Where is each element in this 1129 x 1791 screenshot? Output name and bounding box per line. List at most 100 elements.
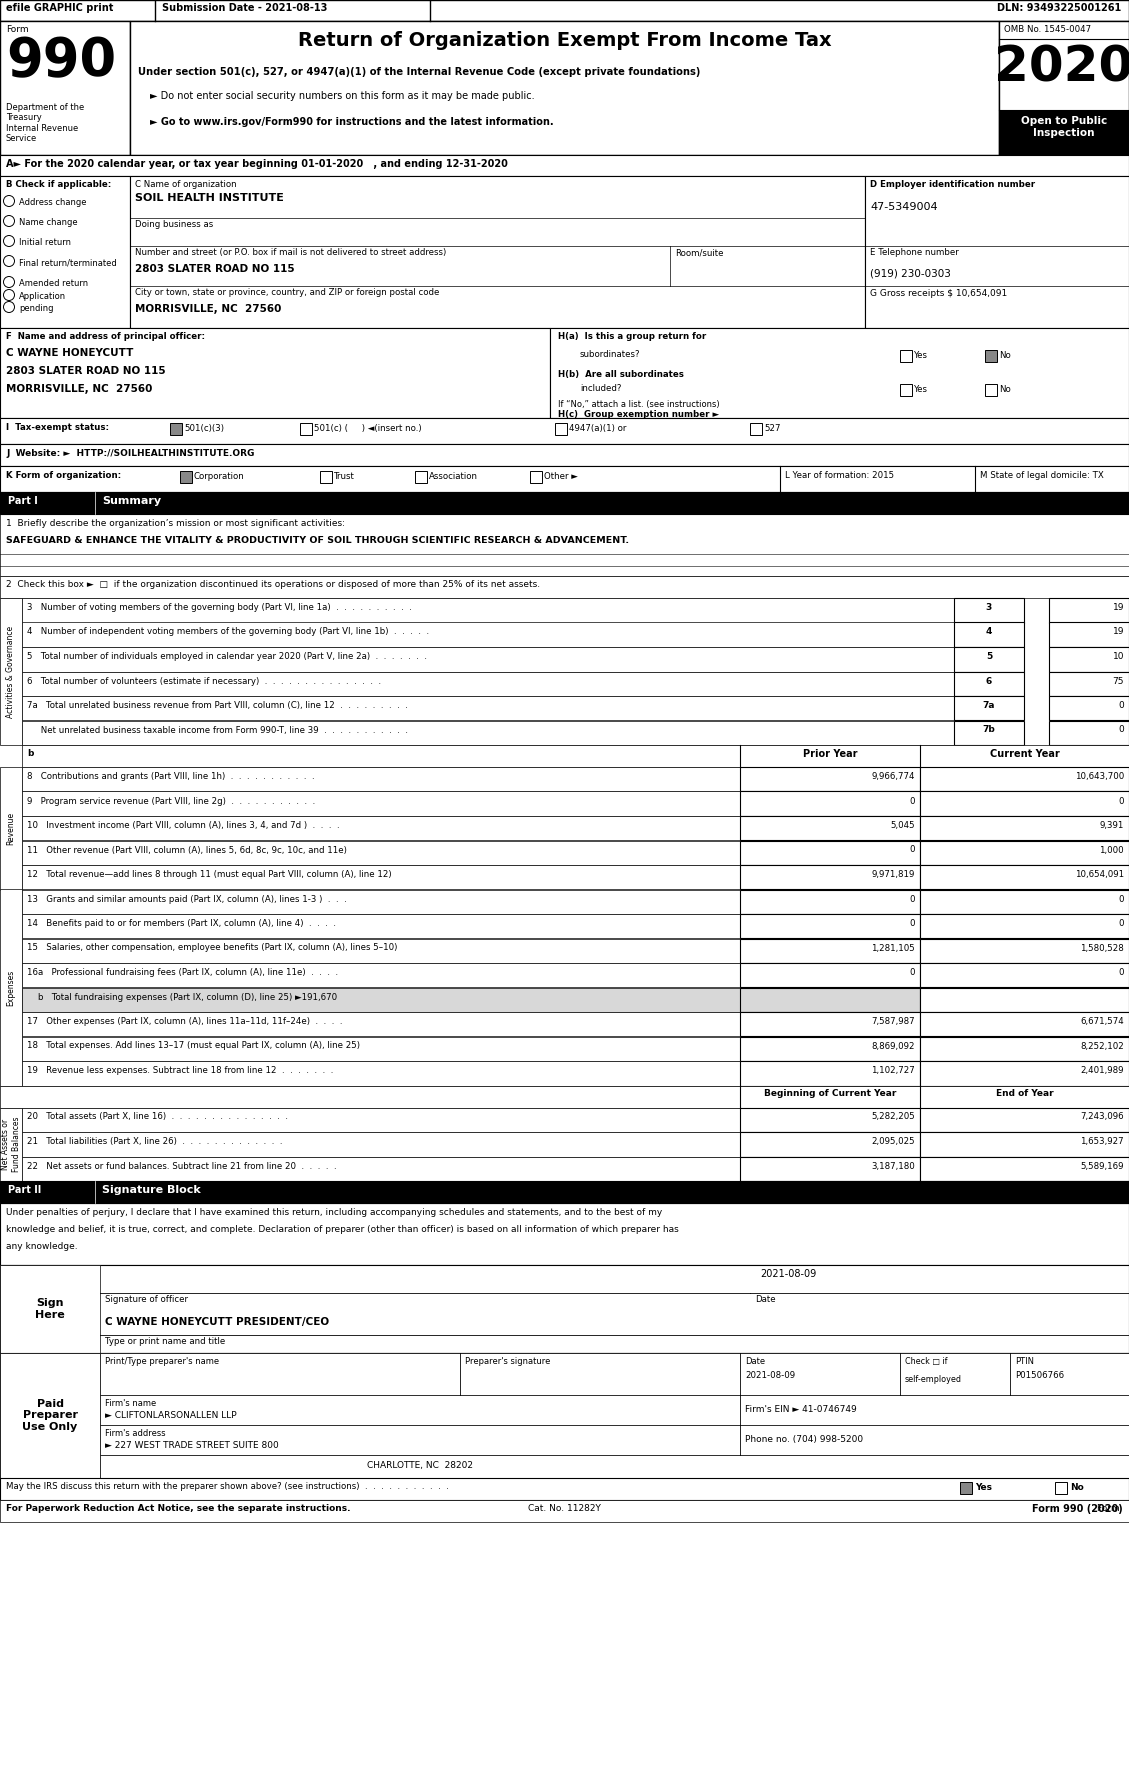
Bar bbox=[1049, 720, 1129, 745]
Text: 0: 0 bbox=[1118, 700, 1124, 709]
Text: 5: 5 bbox=[986, 652, 992, 661]
Text: 9,971,819: 9,971,819 bbox=[872, 870, 914, 879]
Text: MORRISVILLE, NC  27560: MORRISVILLE, NC 27560 bbox=[135, 304, 281, 313]
Text: Application: Application bbox=[19, 292, 67, 301]
Bar bbox=[739, 1060, 920, 1085]
Text: 9,966,774: 9,966,774 bbox=[872, 772, 914, 781]
Text: ► CLIFTONLARSONALLEN LLP: ► CLIFTONLARSONALLEN LLP bbox=[105, 1411, 237, 1420]
Text: 47-5349004: 47-5349004 bbox=[870, 202, 937, 211]
Text: Type or print name and title: Type or print name and title bbox=[105, 1338, 226, 1347]
Text: 5,589,169: 5,589,169 bbox=[1080, 1162, 1124, 1171]
Circle shape bbox=[3, 276, 15, 288]
Text: knowledge and belief, it is true, correct, and complete. Declaration of preparer: knowledge and belief, it is true, correc… bbox=[6, 1225, 679, 1234]
Text: Final return/terminated: Final return/terminated bbox=[19, 258, 116, 267]
Text: Name change: Name change bbox=[19, 219, 78, 227]
Text: L Year of formation: 2015: L Year of formation: 2015 bbox=[785, 471, 894, 480]
Text: 22   Net assets or fund balances. Subtract line 21 from line 20  .  .  .  .  .: 22 Net assets or fund balances. Subtract… bbox=[27, 1162, 336, 1171]
Bar bbox=[739, 1107, 920, 1132]
Bar bbox=[920, 840, 1129, 865]
Text: CHARLOTTE, NC  28202: CHARLOTTE, NC 28202 bbox=[367, 1461, 473, 1470]
Bar bbox=[739, 1157, 920, 1180]
Text: Part II: Part II bbox=[8, 1186, 42, 1195]
Text: Sign
Here: Sign Here bbox=[35, 1298, 64, 1320]
Text: Preparer's signature: Preparer's signature bbox=[465, 1358, 550, 1367]
Text: E Telephone number: E Telephone number bbox=[870, 247, 959, 256]
Text: 0: 0 bbox=[910, 919, 914, 928]
Text: Under section 501(c), 527, or 4947(a)(1) of the Internal Revenue Code (except pr: Under section 501(c), 527, or 4947(a)(1)… bbox=[138, 66, 700, 77]
Text: Corporation: Corporation bbox=[194, 473, 245, 482]
Text: H(a)  Is this a group return for: H(a) Is this a group return for bbox=[558, 331, 707, 340]
Bar bbox=[21, 840, 739, 865]
Bar bbox=[1049, 647, 1129, 672]
Text: b: b bbox=[27, 749, 34, 758]
Text: Expenses: Expenses bbox=[7, 969, 16, 1005]
Text: 3,187,180: 3,187,180 bbox=[872, 1162, 914, 1171]
Text: Address change: Address change bbox=[19, 199, 87, 208]
Text: Activities & Governance: Activities & Governance bbox=[7, 625, 16, 718]
Bar bbox=[739, 890, 920, 913]
Text: 5,282,205: 5,282,205 bbox=[872, 1112, 914, 1121]
Text: 13   Grants and similar amounts paid (Part IX, column (A), lines 1-3 )  .  .  .: 13 Grants and similar amounts paid (Part… bbox=[27, 894, 347, 903]
Bar bbox=[920, 938, 1129, 964]
Text: Submission Date - 2021-08-13: Submission Date - 2021-08-13 bbox=[161, 4, 327, 13]
Bar bbox=[739, 938, 920, 964]
Text: efile GRAPHIC print: efile GRAPHIC print bbox=[6, 4, 113, 13]
Bar bbox=[100, 1395, 1129, 1426]
Text: Open to Public
Inspection: Open to Public Inspection bbox=[1021, 116, 1108, 138]
Text: J  Website: ►  HTTP://SOILHEALTHINSTITUTE.ORG: J Website: ► HTTP://SOILHEALTHINSTITUTE.… bbox=[6, 450, 254, 458]
Text: 5,045: 5,045 bbox=[891, 820, 914, 829]
Text: C Name of organization: C Name of organization bbox=[135, 181, 237, 190]
Bar bbox=[21, 697, 954, 720]
Text: 1,653,927: 1,653,927 bbox=[1080, 1137, 1124, 1146]
Bar bbox=[21, 792, 739, 817]
Text: Summary: Summary bbox=[102, 496, 161, 507]
Bar bbox=[739, 964, 920, 987]
Bar bbox=[739, 865, 920, 890]
Text: 2803 SLATER ROAD NO 115: 2803 SLATER ROAD NO 115 bbox=[135, 263, 295, 274]
Bar bbox=[739, 913, 920, 938]
Circle shape bbox=[3, 195, 15, 206]
Text: Form: Form bbox=[1097, 1504, 1123, 1513]
Bar bbox=[920, 1060, 1129, 1085]
Text: 501(c)(3): 501(c)(3) bbox=[184, 424, 224, 433]
Bar bbox=[0, 493, 1129, 514]
Text: Print/Type preparer's name: Print/Type preparer's name bbox=[105, 1358, 219, 1367]
Text: subordinates?: subordinates? bbox=[580, 349, 640, 358]
Bar bbox=[999, 21, 1129, 156]
Text: 2020: 2020 bbox=[995, 43, 1129, 91]
Bar bbox=[1049, 697, 1129, 720]
Bar bbox=[0, 156, 1129, 176]
Text: Date: Date bbox=[745, 1358, 765, 1367]
Text: F  Name and address of principal officer:: F Name and address of principal officer: bbox=[6, 331, 205, 340]
Text: 2021-08-09: 2021-08-09 bbox=[745, 1370, 795, 1381]
Text: Part I: Part I bbox=[8, 496, 37, 507]
Bar bbox=[0, 466, 1129, 493]
Text: 0: 0 bbox=[910, 967, 914, 978]
Bar bbox=[739, 1132, 920, 1157]
Bar bbox=[555, 423, 567, 435]
Circle shape bbox=[3, 256, 15, 267]
Bar bbox=[21, 1107, 739, 1132]
Text: C WAYNE HONEYCUTT: C WAYNE HONEYCUTT bbox=[6, 347, 133, 358]
Text: No: No bbox=[999, 351, 1010, 360]
Bar bbox=[0, 1352, 100, 1478]
Bar bbox=[739, 1012, 920, 1037]
Bar bbox=[920, 767, 1129, 792]
Text: 12   Total revenue—add lines 8 through 11 (must equal Part VIII, column (A), lin: 12 Total revenue—add lines 8 through 11 … bbox=[27, 870, 392, 879]
Bar bbox=[100, 1426, 1129, 1454]
Bar bbox=[21, 890, 739, 913]
Bar bbox=[0, 598, 21, 745]
Bar bbox=[900, 383, 911, 396]
Text: No: No bbox=[999, 385, 1010, 394]
Bar bbox=[21, 672, 954, 697]
Text: End of Year: End of Year bbox=[996, 1089, 1053, 1098]
Text: K Form of organization:: K Form of organization: bbox=[6, 471, 121, 480]
Text: SAFEGUARD & ENHANCE THE VITALITY & PRODUCTIVITY OF SOIL THROUGH SCIENTIFIC RESEA: SAFEGUARD & ENHANCE THE VITALITY & PRODU… bbox=[6, 536, 629, 544]
Text: 0: 0 bbox=[1119, 967, 1124, 978]
Bar bbox=[954, 697, 1024, 720]
Text: Current Year: Current Year bbox=[990, 749, 1059, 759]
Text: Prior Year: Prior Year bbox=[803, 749, 857, 759]
Bar bbox=[920, 1037, 1129, 1060]
Bar bbox=[900, 349, 911, 362]
Bar bbox=[21, 1132, 739, 1157]
